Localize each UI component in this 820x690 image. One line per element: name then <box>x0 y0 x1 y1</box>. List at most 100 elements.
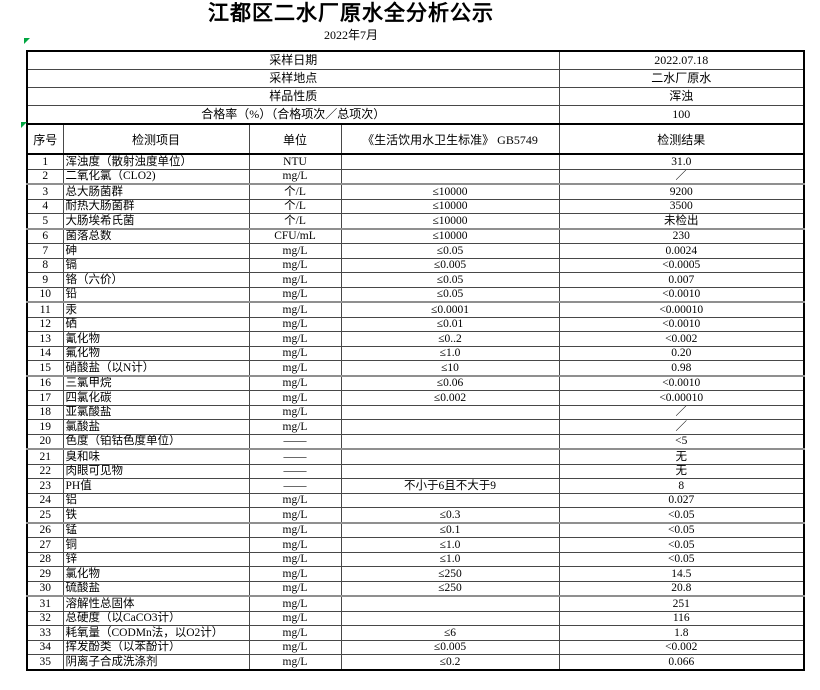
row-standard-cell: 不小于6且不大于9 <box>340 478 560 494</box>
row-result-cell: <5 <box>558 433 805 450</box>
row-item-cell: 臭和味 <box>62 448 250 465</box>
row-result-cell: 0.98 <box>558 360 805 377</box>
row-unit-cell: —— <box>248 433 342 450</box>
row-standard-cell <box>340 492 560 508</box>
row-result-cell: ／ <box>558 168 805 185</box>
page-title: 江都区二水厂原水全分析公示 <box>208 2 494 25</box>
row-standard-cell <box>340 448 560 465</box>
row-item-cell: 四氯化碳 <box>62 390 250 406</box>
col-header-item: 检测项目 <box>62 123 250 155</box>
row-result-cell: 14.5 <box>558 566 805 582</box>
row-standard-cell: ≤6 <box>340 625 560 641</box>
row-no-cell: 1 <box>26 153 64 170</box>
row-result-cell: <0.05 <box>558 551 805 567</box>
row-no-cell: 16 <box>26 375 64 391</box>
row-item-cell: 硝酸盐（以N计） <box>62 360 250 377</box>
table-row: 28 锌 mg/L ≤1.0 <0.05 <box>26 551 805 567</box>
row-unit-cell: —— <box>248 448 342 465</box>
row-unit-cell: mg/L <box>248 257 342 273</box>
row-standard-cell <box>340 433 560 450</box>
row-unit-cell: mg/L <box>248 537 342 553</box>
row-result-cell: 0.007 <box>558 272 805 288</box>
row-item-cell: 锰 <box>62 522 250 538</box>
row-item-cell: 色度（铂钴色度单位） <box>62 433 250 450</box>
row-no-cell: 11 <box>26 301 64 318</box>
row-no-cell: 30 <box>26 580 64 597</box>
row-no-cell: 25 <box>26 507 64 524</box>
row-unit-cell: mg/L <box>248 507 342 524</box>
row-item-cell: 汞 <box>62 301 250 318</box>
row-unit-cell: mg/L <box>248 168 342 185</box>
row-no-cell: 31 <box>26 595 64 612</box>
row-no-cell: 18 <box>26 404 64 420</box>
row-item-cell: 亚氯酸盐 <box>62 404 250 420</box>
row-standard-cell: ≤0.0001 <box>340 301 560 318</box>
table-row: 32 总硬度（以CaCO3计） mg/L 116 <box>26 610 805 626</box>
row-result-cell: <0.00010 <box>558 301 805 318</box>
row-unit-cell: mg/L <box>248 243 342 259</box>
row-unit-cell: mg/L <box>248 492 342 508</box>
table-row: 24 铝 mg/L 0.027 <box>26 492 805 508</box>
info-value-cell: 二水厂原水 <box>558 69 805 88</box>
row-unit-cell: mg/L <box>248 331 342 347</box>
row-no-cell: 4 <box>26 198 64 214</box>
row-no-cell: 8 <box>26 257 64 273</box>
row-unit-cell: mg/L <box>248 301 342 318</box>
table-row: 14 氟化物 mg/L ≤1.0 0.20 <box>26 345 805 361</box>
info-label-cell: 样品性质 <box>26 87 560 106</box>
row-standard-cell: ≤0.06 <box>340 375 560 391</box>
row-unit-cell: 个/L <box>248 183 342 200</box>
row-no-cell: 20 <box>26 433 64 450</box>
row-unit-cell: CFU/mL <box>248 228 342 244</box>
table-row: 23 PH值 —— 不小于6且不大于9 8 <box>26 478 805 494</box>
row-unit-cell: mg/L <box>248 272 342 288</box>
row-standard-cell: ≤250 <box>340 566 560 582</box>
table-row: 4 耐热大肠菌群 个/L ≤10000 3500 <box>26 198 805 214</box>
row-unit-cell: —— <box>248 463 342 479</box>
row-unit-cell: mg/L <box>248 580 342 597</box>
results-header-row: 序号 检测项目 单位 《生活饮用水卫生标准》 GB5749 检测结果 <box>26 123 805 155</box>
row-unit-cell: mg/L <box>248 404 342 420</box>
row-result-cell: ／ <box>558 404 805 420</box>
table-row: 35 阴离子合成洗涤剂 mg/L ≤0.2 0.066 <box>26 654 805 670</box>
row-item-cell: 氟化物 <box>62 345 250 361</box>
row-unit-cell: mg/L <box>248 595 342 612</box>
info-label-cell: 采样地点 <box>26 69 560 88</box>
row-unit-cell: NTU <box>248 153 342 170</box>
col-header-standard: 《生活饮用水卫生标准》 GB5749 <box>340 123 560 155</box>
table-row: 26 锰 mg/L ≤0.1 <0.05 <box>26 522 805 538</box>
row-result-cell: 0.027 <box>558 492 805 508</box>
row-result-cell: 未检出 <box>558 213 805 230</box>
table-row: 18 亚氯酸盐 mg/L ／ <box>26 404 805 420</box>
table-row: 11 汞 mg/L ≤0.0001 <0.00010 <box>26 301 805 318</box>
table-row: 3 总大肠菌群 个/L ≤10000 9200 <box>26 183 805 200</box>
info-row: 样品性质 浑浊 <box>26 87 805 106</box>
row-item-cell: 砷 <box>62 243 250 259</box>
row-result-cell: 0.066 <box>558 654 805 670</box>
row-result-cell: <0.002 <box>558 639 805 655</box>
row-no-cell: 27 <box>26 537 64 553</box>
row-item-cell: 挥发酚类（以苯酚计） <box>62 639 250 655</box>
row-item-cell: 浑浊度（散射浊度单位） <box>62 153 250 170</box>
row-standard-cell: ≤1.0 <box>340 345 560 361</box>
row-result-cell: 251 <box>558 595 805 612</box>
row-standard-cell <box>340 419 560 435</box>
row-no-cell: 21 <box>26 448 64 465</box>
row-standard-cell: ≤1.0 <box>340 551 560 567</box>
row-item-cell: 耗氧量（CODMn法，以O2计） <box>62 625 250 641</box>
table-row: 8 镉 mg/L ≤0.005 <0.0005 <box>26 257 805 273</box>
col-header-result: 检测结果 <box>558 123 805 155</box>
row-unit-cell: —— <box>248 478 342 494</box>
row-item-cell: 锌 <box>62 551 250 567</box>
row-result-cell: 0.20 <box>558 345 805 361</box>
row-no-cell: 23 <box>26 478 64 494</box>
row-item-cell: 大肠埃希氏菌 <box>62 213 250 230</box>
row-item-cell: 肉眼可见物 <box>62 463 250 479</box>
row-no-cell: 26 <box>26 522 64 538</box>
row-no-cell: 9 <box>26 272 64 288</box>
table-row: 1 浑浊度（散射浊度单位） NTU 31.0 <box>26 153 805 170</box>
row-standard-cell <box>340 595 560 612</box>
row-standard-cell: ≤0.05 <box>340 286 560 303</box>
info-label-cell: 采样日期 <box>26 50 560 70</box>
